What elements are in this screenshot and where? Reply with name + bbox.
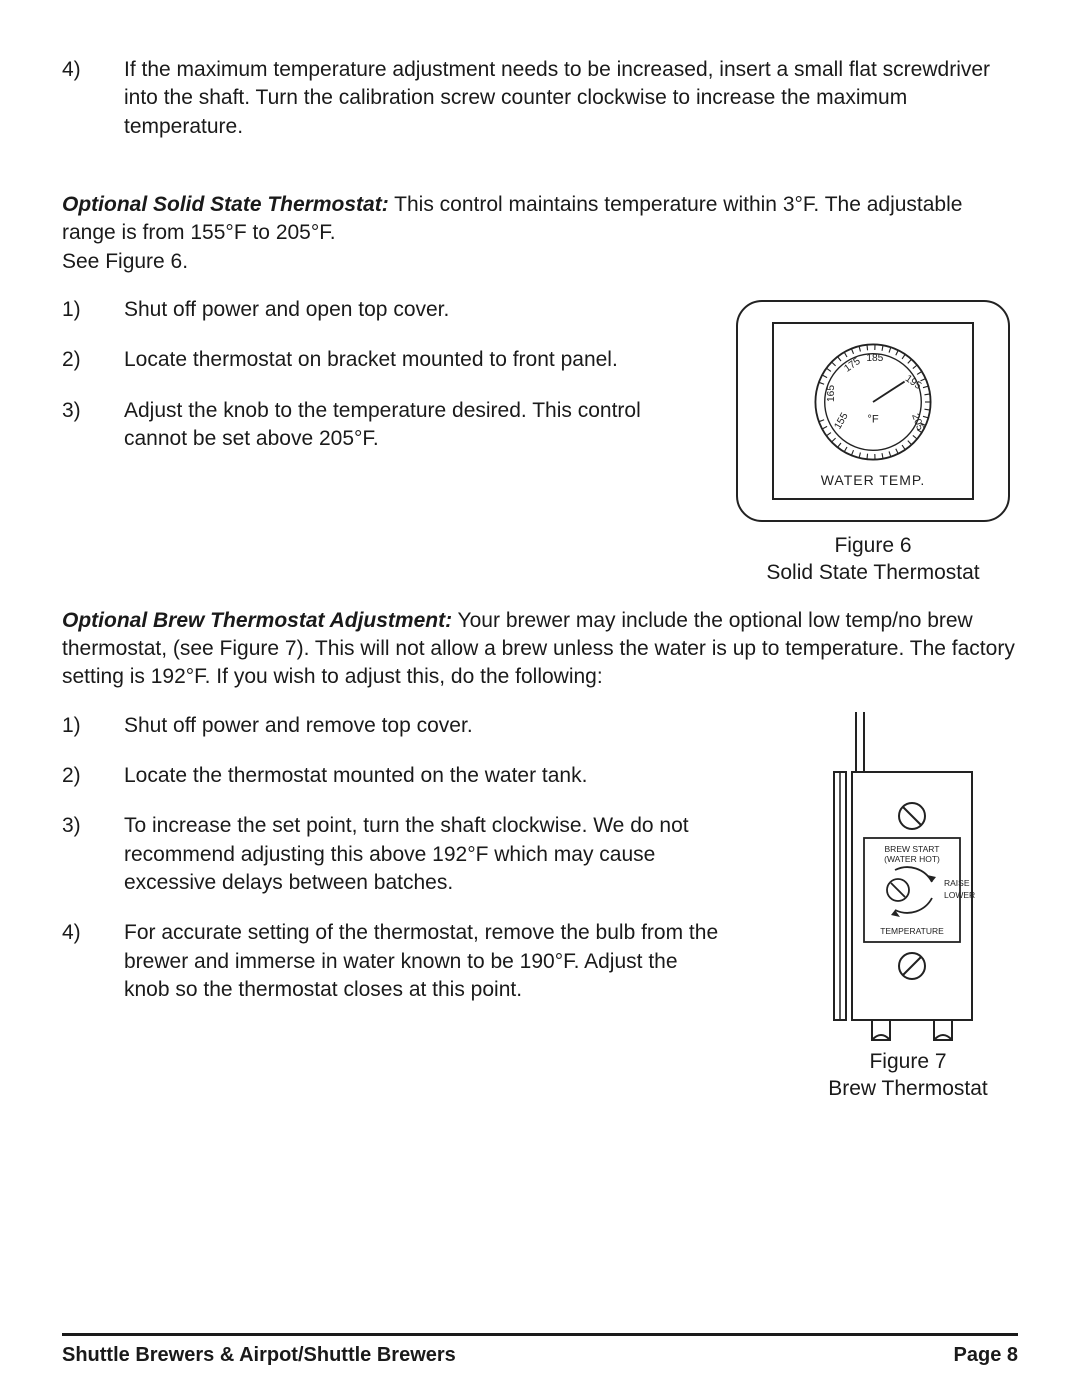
step-number: 1): [62, 296, 124, 324]
page-footer: Shuttle Brewers & Airpot/Shuttle Brewers…: [62, 1333, 1018, 1369]
svg-text:LOWER: LOWER: [944, 890, 975, 900]
figure-caption: Brew Thermostat: [798, 1075, 1018, 1102]
thermostat-dial-diagram: 155 165 175 185 195 205 °F WATER TEMP.: [728, 296, 1018, 526]
figure-caption: Figure 6: [728, 532, 1018, 559]
step-number: 3): [62, 812, 124, 897]
step-text: Adjust the knob to the temperature desir…: [124, 397, 698, 454]
dial-icon: 155 165 175 185 195 205 °F: [808, 337, 938, 467]
svg-text:165: 165: [826, 385, 837, 402]
step-text: To increase the set point, turn the shaf…: [124, 812, 728, 897]
figure-caption: Figure 7: [798, 1048, 1018, 1075]
step-text: Locate thermostat on bracket mounted to …: [124, 346, 698, 374]
list-item: 2) Locate thermostat on bracket mounted …: [62, 346, 698, 374]
see-figure-6: See Figure 6.: [62, 248, 1018, 276]
section-heading: Optional Brew Thermostat Adjustment:: [62, 609, 452, 632]
step-text: For accurate setting of the thermostat, …: [124, 919, 728, 1004]
figure-6: 155 165 175 185 195 205 °F WATER TEMP. F…: [728, 296, 1018, 587]
svg-text:175: 175: [842, 356, 863, 375]
step-text: If the maximum temperature adjustment ne…: [124, 56, 1018, 141]
step-number: 1): [62, 712, 124, 740]
svg-text:185: 185: [866, 353, 883, 364]
step-text: Shut off power and remove top cover.: [124, 712, 728, 740]
step-number: 3): [62, 397, 124, 454]
step-4-prev: 4) If the maximum temperature adjustment…: [62, 56, 1018, 141]
dial-label: WATER TEMP.: [821, 471, 926, 490]
section-heading: Optional Solid State Thermostat:: [62, 193, 389, 216]
section1-steps: 1) Shut off power and open top cover. 2)…: [62, 296, 698, 587]
step-text: Locate the thermostat mounted on the wat…: [124, 762, 728, 790]
svg-text:(WATER HOT): (WATER HOT): [884, 854, 940, 864]
section-brew-thermostat-intro: Optional Brew Thermostat Adjustment: You…: [62, 607, 1018, 692]
svg-text:°F: °F: [867, 413, 878, 425]
figure-7: BREW START (WATER HOT) RAISE LOWER TEMPE…: [758, 712, 1018, 1103]
step-number: 4): [62, 56, 124, 141]
svg-text:RAISE: RAISE: [944, 878, 970, 888]
list-item: 2) Locate the thermostat mounted on the …: [62, 762, 728, 790]
svg-text:155: 155: [833, 411, 851, 432]
list-item: 4) For accurate setting of the thermosta…: [62, 919, 728, 1004]
footer-title: Shuttle Brewers & Airpot/Shuttle Brewers: [62, 1342, 456, 1369]
svg-text:BREW START: BREW START: [885, 844, 940, 854]
step-text: Shut off power and open top cover.: [124, 296, 698, 324]
section-solid-state-intro: Optional Solid State Thermostat: This co…: [62, 191, 1018, 276]
figure-caption: Solid State Thermostat: [728, 559, 1018, 586]
step-number: 4): [62, 919, 124, 1004]
page-number: Page 8: [954, 1342, 1018, 1369]
brew-thermostat-diagram: BREW START (WATER HOT) RAISE LOWER TEMPE…: [798, 712, 1018, 1042]
list-item: 3) To increase the set point, turn the s…: [62, 812, 728, 897]
svg-text:TEMPERATURE: TEMPERATURE: [880, 926, 944, 936]
step-number: 2): [62, 762, 124, 790]
section2-steps: 1) Shut off power and remove top cover. …: [62, 712, 728, 1103]
list-item: 1) Shut off power and remove top cover.: [62, 712, 728, 740]
step-number: 2): [62, 346, 124, 374]
list-item: 3) Adjust the knob to the temperature de…: [62, 397, 698, 454]
list-item: 1) Shut off power and open top cover.: [62, 296, 698, 324]
